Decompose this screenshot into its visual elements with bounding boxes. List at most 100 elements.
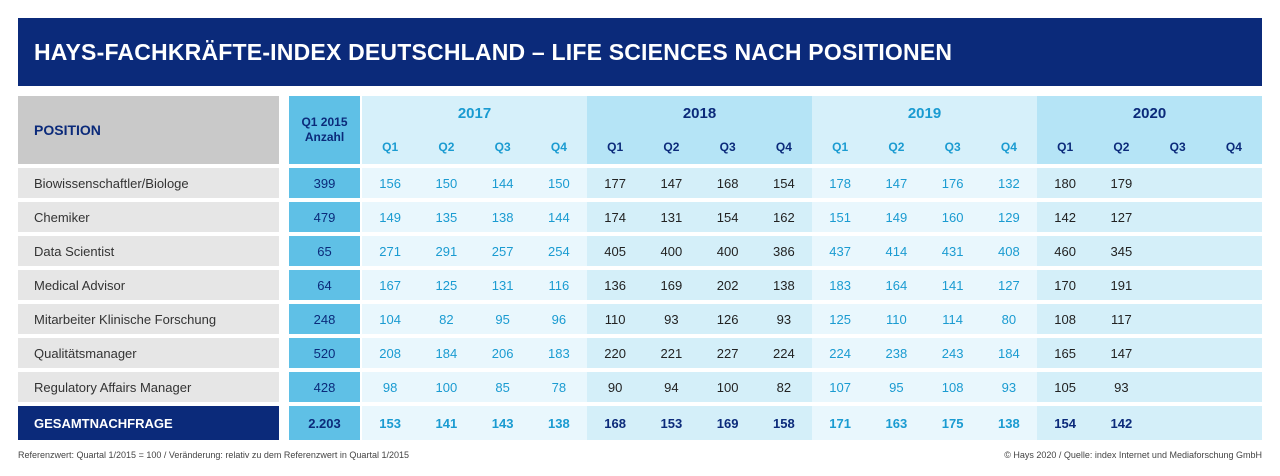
quarter-header: Q1 [1037, 130, 1094, 168]
anzahl-cell: 65 [289, 236, 362, 270]
position-name: Data Scientist [18, 236, 289, 270]
quarter-header: Q3 [699, 130, 756, 168]
index-value-cell: 271 [362, 236, 419, 270]
index-value-cell: 80 [980, 304, 1037, 338]
quarter-header: Q2 [643, 130, 700, 168]
quarter-header: Q3 [474, 130, 531, 168]
index-value-cell: 105 [1037, 372, 1094, 406]
quarter-header: Q3 [1149, 130, 1206, 168]
anzahl-cell: 520 [289, 338, 362, 372]
quarter-header: Q1 [812, 130, 869, 168]
index-value-cell: 144 [530, 202, 587, 236]
index-value-cell [1149, 406, 1206, 440]
index-value-cell: 147 [1093, 338, 1150, 372]
index-value-cell: 168 [699, 168, 756, 202]
quarter-header: Q2 [868, 130, 925, 168]
index-value-cell [1149, 304, 1206, 338]
index-value-cell: 175 [924, 406, 981, 440]
index-value-cell: 168 [587, 406, 644, 440]
anzahl-header-line1: Q1 2015 [301, 115, 348, 129]
title-bar: HAYS-FACHKRÄFTE-INDEX DEUTSCHLAND – LIFE… [18, 18, 1262, 86]
index-value-cell: 94 [643, 372, 700, 406]
index-value-cell: 400 [643, 236, 700, 270]
index-value-cell: 117 [1093, 304, 1150, 338]
anzahl-cell: 399 [289, 168, 362, 202]
index-value-cell: 147 [643, 168, 700, 202]
quarter-header: Q2 [418, 130, 475, 168]
index-value-cell: 141 [418, 406, 475, 440]
index-value-cell: 135 [418, 202, 475, 236]
index-value-cell: 183 [530, 338, 587, 372]
index-value-cell: 82 [418, 304, 475, 338]
index-value-cell: 184 [980, 338, 1037, 372]
table-body: Biowissenschaftler/Biologe 399 156 150 144 15… [18, 168, 1262, 440]
anzahl-cell: 64 [289, 270, 362, 304]
table-row: Chemiker 479 149 135 138 144 174 131 154 162 151 14… [18, 202, 1262, 236]
index-value-cell [1149, 202, 1206, 236]
position-name: GESAMTNACHFRAGE [18, 406, 289, 440]
quarter-header: Q3 [924, 130, 981, 168]
index-value-cell: 183 [812, 270, 869, 304]
index-value-cell [1149, 270, 1206, 304]
quarter-header: Q4 [755, 130, 812, 168]
index-value-cell: 345 [1093, 236, 1150, 270]
index-value-cell: 257 [474, 236, 531, 270]
index-value-cell: 177 [587, 168, 644, 202]
anzahl-cell: 479 [289, 202, 362, 236]
index-value-cell: 100 [418, 372, 475, 406]
index-value-cell [1149, 236, 1206, 270]
index-value-cell: 125 [418, 270, 475, 304]
index-value-cell: 164 [868, 270, 925, 304]
index-value-cell [1149, 168, 1206, 202]
index-value-cell: 127 [1093, 202, 1150, 236]
index-value-cell: 142 [1093, 406, 1150, 440]
quarter-header: Q1 [362, 130, 419, 168]
index-value-cell: 180 [1037, 168, 1094, 202]
index-value-cell: 149 [868, 202, 925, 236]
position-header: POSITION [18, 96, 289, 168]
total-row: GESAMTNACHFRAGE 2.203 153 141 143 138 168 153 16… [18, 406, 1262, 440]
index-value-cell: 142 [1037, 202, 1094, 236]
index-value-cell: 408 [980, 236, 1037, 270]
index-value-cell: 160 [924, 202, 981, 236]
index-value-cell: 150 [418, 168, 475, 202]
year-header: 2017 [362, 96, 587, 130]
position-name: Biowissenschaftler/Biologe [18, 168, 289, 202]
table-row: Medical Advisor 64 167 125 131 116 136 169 202 13… [18, 270, 1262, 304]
index-value-cell: 100 [699, 372, 756, 406]
index-value-cell: 153 [362, 406, 419, 440]
index-value-cell: 167 [362, 270, 419, 304]
year-header: 2018 [587, 96, 812, 130]
footnote: Referenzwert: Quartal 1/2015 = 100 / Ver… [18, 450, 409, 460]
table-row: Mitarbeiter Klinische Forschung 248 104 82 9… [18, 304, 1262, 338]
index-value-cell: 96 [530, 304, 587, 338]
index-value-cell: 131 [643, 202, 700, 236]
index-value-cell: 224 [755, 338, 812, 372]
index-value-cell: 143 [474, 406, 531, 440]
index-value-cell: 150 [530, 168, 587, 202]
index-value-cell: 191 [1093, 270, 1150, 304]
quarter-header-row: Q1 Q2 Q3 Q4 Q1 Q2 Q3 Q4 Q1 Q2 Q3 Q4 Q1 Q2 Q3 Q4 [18, 130, 1262, 168]
index-value-cell: 153 [643, 406, 700, 440]
index-value-cell: 110 [587, 304, 644, 338]
index-value-cell: 437 [812, 236, 869, 270]
index-value-cell [1205, 270, 1262, 304]
quarter-header: Q2 [1093, 130, 1150, 168]
index-value-cell: 165 [1037, 338, 1094, 372]
quarter-header: Q4 [980, 130, 1037, 168]
index-value-cell: 158 [755, 406, 812, 440]
index-value-cell: 147 [868, 168, 925, 202]
index-value-cell: 149 [362, 202, 419, 236]
index-value-cell: 169 [643, 270, 700, 304]
index-value-cell: 154 [699, 202, 756, 236]
index-value-cell: 227 [699, 338, 756, 372]
anzahl-cell: 428 [289, 372, 362, 406]
index-value-cell [1149, 338, 1206, 372]
quarter-header: Q4 [1205, 130, 1262, 168]
source-credit: © Hays 2020 / Quelle: index Internet und… [1004, 450, 1262, 460]
index-value-cell: 243 [924, 338, 981, 372]
index-value-cell: 108 [924, 372, 981, 406]
index-value-cell: 127 [980, 270, 1037, 304]
index-value-cell: 154 [1037, 406, 1094, 440]
index-value-cell: 90 [587, 372, 644, 406]
